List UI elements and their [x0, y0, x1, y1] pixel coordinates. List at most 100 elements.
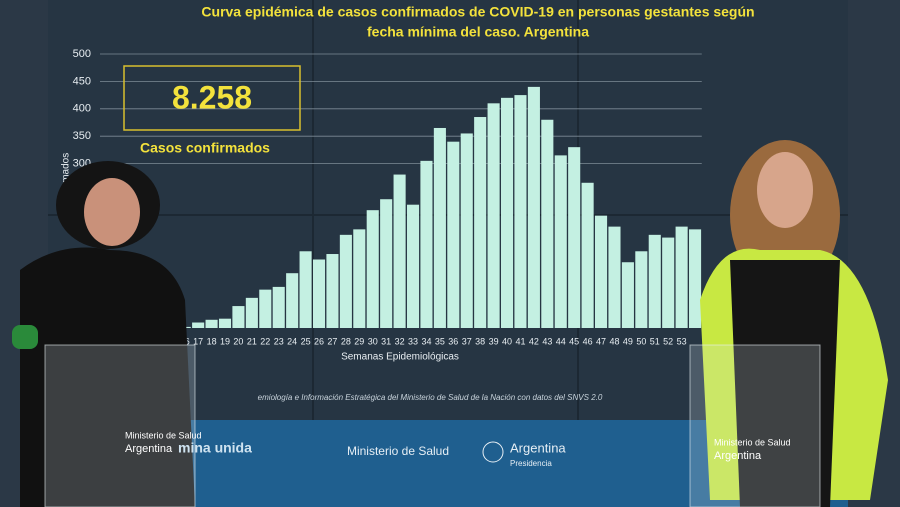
x-tick-label: 32	[395, 336, 405, 346]
footer-country: Argentina	[510, 440, 566, 455]
x-tick-label: 36	[448, 336, 458, 346]
bar	[554, 155, 567, 328]
total-label: Casos confirmados	[140, 140, 270, 156]
x-tick-label: 27	[327, 336, 337, 346]
x-tick-label: 19	[220, 336, 230, 346]
x-tick-label: 34	[421, 336, 431, 346]
x-axis-label: Semanas Epidemiológicas	[341, 352, 459, 363]
bar	[500, 97, 514, 328]
podium-left-country: Argentina	[125, 443, 173, 455]
chart-title: Curva epidémica de casos confirmados de …	[201, 4, 754, 20]
bar	[487, 103, 500, 328]
x-tick-label: 37	[462, 336, 472, 346]
bar	[286, 273, 299, 328]
bar	[433, 127, 446, 328]
x-tick-label: 22	[260, 336, 270, 346]
bar	[635, 251, 648, 328]
footer-presidency: Presidencia	[510, 459, 552, 468]
source: emiología e Información Estratégica del …	[258, 393, 603, 402]
y-tick-label: 500	[73, 48, 91, 60]
bar	[205, 319, 218, 328]
bar	[232, 306, 245, 328]
face	[757, 152, 813, 228]
chart-subtitle: fecha mínima del caso. Argentina	[367, 24, 589, 40]
bar	[621, 262, 634, 328]
x-tick-label: 21	[247, 336, 257, 346]
x-tick-label: 24	[287, 336, 297, 346]
x-tick-label: 23	[274, 336, 284, 346]
bar	[581, 182, 594, 328]
x-tick-label: 31	[381, 336, 391, 346]
x-tick-label: 20	[233, 336, 243, 346]
bar	[272, 286, 285, 328]
dress	[730, 260, 840, 507]
bar	[689, 229, 702, 328]
podium-right	[689, 344, 821, 507]
x-tick-label: 17	[193, 336, 203, 346]
bar	[608, 226, 621, 328]
footer-ministry: Ministerio de Salud	[347, 444, 449, 458]
x-tick-label: 47	[596, 336, 606, 346]
total-box	[123, 65, 301, 131]
podium-left-ministry: Ministerio de Salud	[125, 430, 202, 440]
y-tick-label: 350	[73, 130, 91, 142]
bar	[541, 119, 554, 328]
bar	[299, 251, 312, 328]
person-left	[20, 247, 195, 507]
x-tick-label: 28	[341, 336, 351, 346]
x-tick-label: 44	[556, 336, 566, 346]
x-tick-label: 46	[583, 336, 593, 346]
x-tick-label: 33	[408, 336, 418, 346]
x-tick-label: 39	[489, 336, 499, 346]
bar	[595, 215, 608, 328]
emblem	[482, 441, 504, 463]
bar	[339, 234, 352, 328]
bar	[460, 133, 473, 328]
bar	[662, 237, 675, 328]
bar	[259, 289, 272, 328]
y-tick-label: 450	[73, 75, 91, 87]
x-tick-label: 18	[207, 336, 217, 346]
bar	[474, 117, 487, 329]
x-tick-label: 45	[569, 336, 579, 346]
bar	[527, 86, 540, 328]
bar	[648, 234, 661, 328]
x-tick-label: 29	[354, 336, 364, 346]
x-tick-label: 38	[475, 336, 485, 346]
x-tick-label: 52	[663, 336, 673, 346]
x-tick-label: 49	[623, 336, 633, 346]
bar	[406, 204, 420, 328]
x-tick-label: 51	[650, 336, 660, 346]
x-tick-label: 50	[636, 336, 646, 346]
bar	[366, 210, 379, 328]
bar	[675, 226, 688, 328]
x-tick-label: 42	[529, 336, 539, 346]
bar	[514, 95, 527, 328]
x-tick-label: 41	[515, 336, 525, 346]
x-tick-label: 30	[368, 336, 378, 346]
bar	[192, 322, 205, 328]
bar	[312, 259, 326, 328]
podium-right-country: Argentina	[714, 450, 762, 462]
bar	[420, 160, 433, 328]
podium-right-ministry: Ministerio de Salud	[714, 437, 791, 447]
face	[84, 178, 140, 246]
bar	[568, 147, 581, 328]
x-tick-label: 40	[502, 336, 512, 346]
bar	[353, 229, 366, 328]
wristband	[12, 325, 38, 349]
podium-left	[44, 344, 196, 507]
bar	[218, 318, 232, 328]
x-tick-label: 53	[677, 336, 687, 346]
x-tick-label: 25	[301, 336, 311, 346]
slogan: mina unida	[178, 440, 252, 456]
x-tick-label: 48	[609, 336, 619, 346]
bar	[393, 174, 406, 328]
bar	[380, 199, 393, 328]
total-value: 8.258	[172, 79, 252, 115]
x-tick-label: 43	[542, 336, 552, 346]
bar	[326, 254, 339, 328]
plot: 3003504004505001617181920212223242526272…	[73, 48, 702, 346]
x-tick-label: 26	[314, 336, 324, 346]
